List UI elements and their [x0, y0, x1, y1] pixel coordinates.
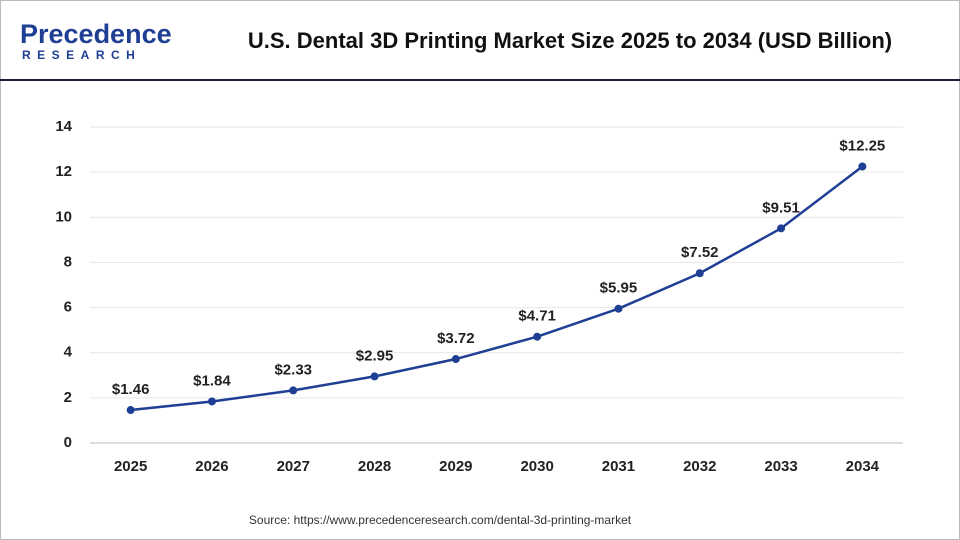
- point: [695, 269, 704, 278]
- point: [451, 355, 460, 364]
- x-tick-label: 2033: [764, 458, 797, 475]
- x-tick-label: 2032: [683, 458, 716, 475]
- brand-tagline: RESEARCH: [22, 48, 141, 62]
- value-label: $2.33: [274, 361, 312, 378]
- source-note: Source: https://www.precedenceresearch.c…: [249, 513, 632, 527]
- y-tick-label: 0: [64, 434, 72, 451]
- value-label: $4.71: [518, 308, 556, 325]
- y-tick-label: 6: [64, 299, 72, 316]
- value-label: $1.46: [112, 381, 150, 398]
- y-tick-label: 4: [64, 344, 73, 361]
- y-tick-label: 12: [55, 163, 72, 180]
- x-tick-label: 2034: [846, 458, 880, 475]
- value-label: $1.84: [193, 372, 231, 389]
- chart-title: U.S. Dental 3D Printing Market Size 2025…: [248, 28, 892, 53]
- line: [130, 165, 864, 412]
- point: [370, 372, 379, 381]
- x-tick-label: 2028: [358, 458, 391, 475]
- x-tick-label: 2029: [439, 458, 472, 475]
- point: [614, 304, 623, 313]
- point: [858, 162, 867, 171]
- x-tick-label: 2030: [520, 458, 553, 475]
- x-tick-label: 2031: [602, 458, 635, 475]
- value-label: $9.51: [762, 199, 800, 216]
- point: [126, 406, 135, 415]
- point: [533, 332, 542, 341]
- y-tick-label: 10: [55, 208, 72, 225]
- y-tick-label: 2: [64, 389, 72, 406]
- value-label: $2.95: [356, 347, 394, 364]
- value-label: $12.25: [839, 137, 885, 154]
- value-label: $3.72: [437, 330, 475, 347]
- point: [207, 397, 216, 406]
- value-label: $7.52: [681, 244, 719, 261]
- y-tick-label: 8: [64, 253, 72, 270]
- x-tick-label: 2027: [277, 458, 310, 475]
- x-tick-label: 2026: [195, 458, 228, 475]
- x-tick-label: 2025: [114, 458, 147, 475]
- point: [777, 224, 786, 233]
- brand-name: Precedence: [20, 19, 172, 49]
- point: [289, 386, 298, 395]
- y-tick-label: 14: [55, 118, 72, 135]
- value-label: $5.95: [600, 280, 638, 297]
